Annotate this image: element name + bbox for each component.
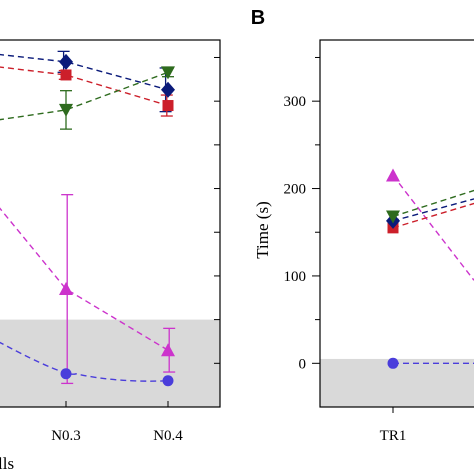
left-line-navy xyxy=(0,53,169,91)
right-panel: B 0 100 200 300 Time (s) TR1 xyxy=(251,7,474,444)
right-line-green xyxy=(392,189,474,218)
left-markers xyxy=(59,53,175,387)
right-y-axis-label: Time (s) xyxy=(253,201,272,258)
left-plot-frame xyxy=(0,39,221,408)
right-line-navy xyxy=(392,198,474,222)
left-point-magenta-1 xyxy=(161,343,175,357)
left-line-red xyxy=(0,66,169,107)
left-axis-ticks xyxy=(65,56,220,407)
left-point-magenta-0 xyxy=(59,282,73,296)
left-point-red-0 xyxy=(60,69,72,81)
left-point-red-1 xyxy=(162,100,174,112)
right-point-magenta xyxy=(386,168,400,182)
right-y-axis: 0 100 200 300 xyxy=(284,56,394,413)
right-markers xyxy=(386,168,400,369)
right-y-tick-label-0: 0 xyxy=(299,356,307,372)
left-line-green xyxy=(0,71,169,121)
left-point-navy-0 xyxy=(59,53,73,70)
right-tick-label-0: TR1 xyxy=(380,428,407,444)
right-point-green xyxy=(386,210,400,224)
left-line-magenta xyxy=(0,207,169,351)
left-x-axis-label: lls xyxy=(0,454,14,473)
right-line-magenta xyxy=(392,175,474,281)
right-series-lines xyxy=(392,175,474,365)
left-point-blue-1 xyxy=(162,375,174,387)
right-y-tick-label-2: 200 xyxy=(284,182,307,198)
left-point-green-0 xyxy=(59,103,73,117)
left-line-blue xyxy=(0,341,169,382)
left-panel: N0.3 N0.4 lls xyxy=(0,39,221,473)
left-shaded-band xyxy=(0,319,220,407)
right-line-red xyxy=(392,202,474,229)
panel-label-b: B xyxy=(251,7,265,29)
left-point-green-1 xyxy=(161,66,175,80)
left-point-navy-1 xyxy=(161,81,175,98)
right-y-tick-label-3: 300 xyxy=(284,94,307,110)
left-point-blue-0 xyxy=(60,368,72,380)
right-y-tick-label-1: 100 xyxy=(284,269,307,285)
left-tick-label-1: N0.4 xyxy=(153,428,183,444)
right-plot-frame xyxy=(319,39,474,408)
left-tick-label-0: N0.3 xyxy=(51,428,81,444)
right-point-blue xyxy=(387,357,399,369)
left-series-lines xyxy=(0,53,169,382)
